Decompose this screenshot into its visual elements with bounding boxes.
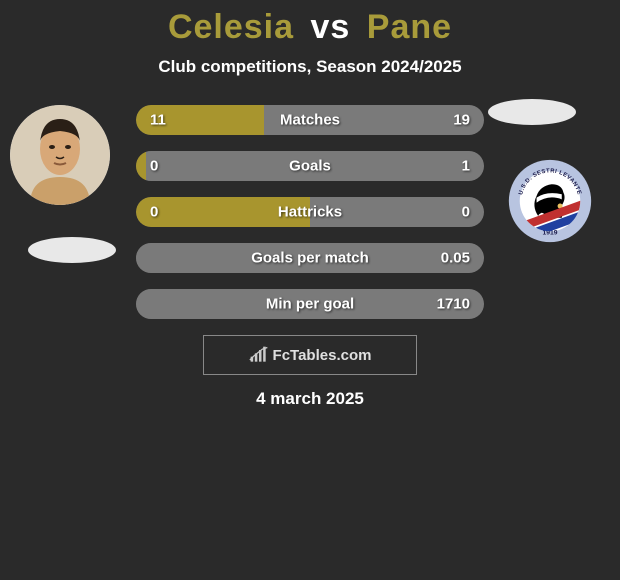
watermark-text: FcTables.com (273, 347, 372, 364)
stat-value-left: 0 (150, 158, 158, 175)
page-title: Celesia vs Pane (0, 8, 620, 47)
player2-club-pill (488, 99, 576, 125)
stat-label: Goals per match (251, 250, 369, 267)
comparison-card: Celesia vs Pane Club competitions, Seaso… (0, 0, 620, 409)
stat-value-right: 0 (462, 204, 470, 221)
player1-avatar-svg (10, 105, 110, 205)
stat-label: Hattricks (278, 204, 342, 221)
stats-bars: 11 19 Matches 0 1 Goals 0 0 Hattricks 0.05 Goals p… (136, 105, 484, 319)
player2-club-badge: U.S.D. SESTRI LEVANTE 1919 (508, 159, 592, 243)
stat-value-right: 0.05 (441, 250, 470, 267)
watermark-chart-icon (249, 346, 269, 364)
stat-label: Min per goal (266, 296, 354, 313)
date: 4 march 2025 (0, 389, 620, 409)
stat-row: 11 19 Matches (136, 105, 484, 135)
stat-value-right: 1 (462, 158, 470, 175)
club-badge-svg: U.S.D. SESTRI LEVANTE 1919 (508, 159, 592, 243)
stat-row: 0.05 Goals per match (136, 243, 484, 273)
watermark: FcTables.com (203, 335, 417, 375)
player1-club-pill (28, 237, 116, 263)
stat-label: Goals (289, 158, 331, 175)
stat-row: 0 1 Goals (136, 151, 484, 181)
title-player2: Pane (367, 8, 452, 46)
stat-value-left: 11 (150, 112, 166, 129)
player1-avatar (10, 105, 110, 205)
stat-row: 0 0 Hattricks (136, 197, 484, 227)
stat-value-right: 19 (453, 112, 470, 129)
subtitle: Club competitions, Season 2024/2025 (0, 57, 620, 77)
stat-label: Matches (280, 112, 340, 129)
comparison-body: U.S.D. SESTRI LEVANTE 1919 11 19 Matches 0 1… (0, 105, 620, 319)
stat-row: 1710 Min per goal (136, 289, 484, 319)
title-player1: Celesia (168, 8, 294, 46)
stat-value-right: 1710 (437, 296, 470, 313)
stat-fill-left (136, 151, 146, 181)
stat-value-left: 0 (150, 204, 158, 221)
title-vs: vs (311, 8, 351, 46)
